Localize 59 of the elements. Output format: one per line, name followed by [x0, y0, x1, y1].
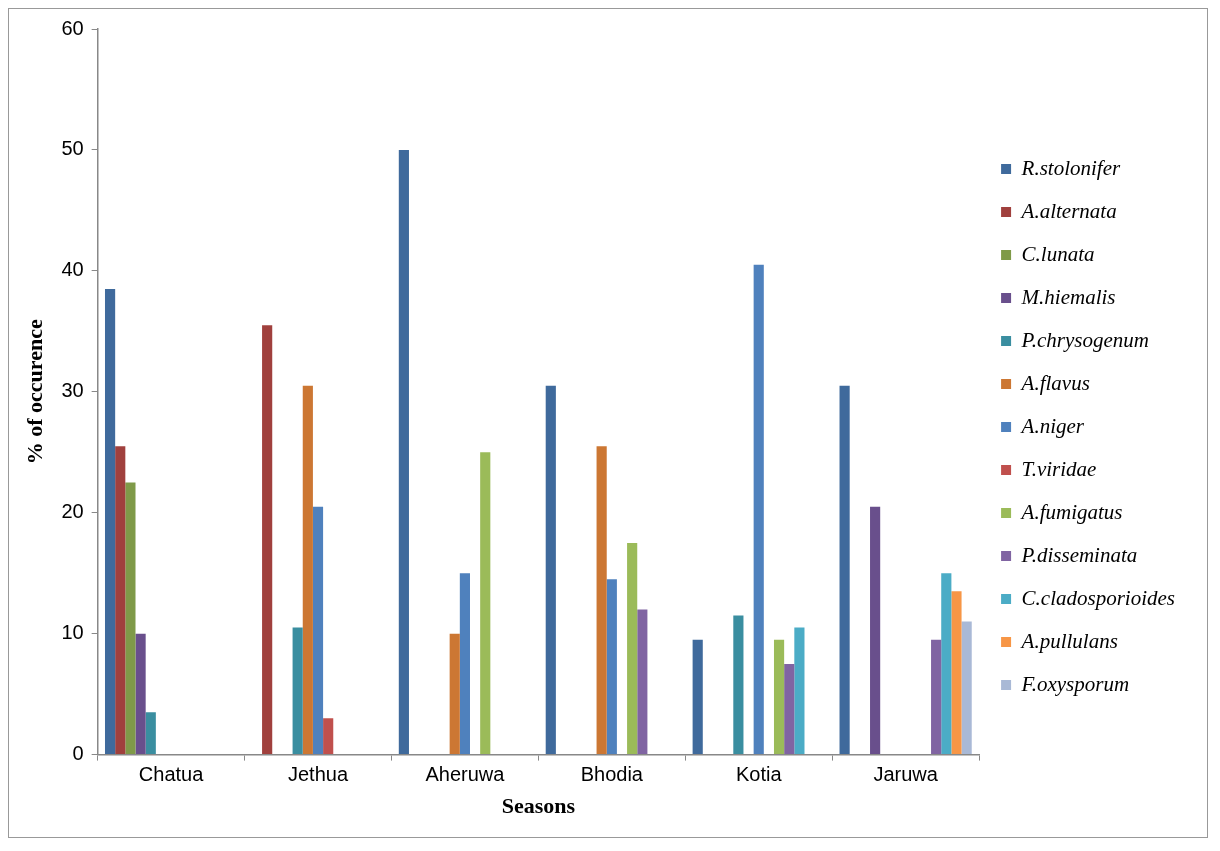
- bar: [449, 633, 460, 755]
- x-axis-title: Seasons: [501, 793, 576, 819]
- bar: [692, 639, 703, 755]
- legend-label: C.cladosporioides: [1021, 585, 1175, 610]
- legend-label: C.lunata: [1021, 241, 1095, 266]
- legend-label: P.disseminata: [1020, 542, 1138, 567]
- bar: [951, 591, 962, 755]
- bar: [398, 149, 409, 755]
- legend-label: A.niger: [1019, 413, 1085, 438]
- bar: [125, 482, 136, 755]
- y-axis-title: % of occurence: [21, 319, 47, 465]
- bar: [784, 663, 795, 755]
- legend-label: A.fumigatus: [1019, 499, 1123, 524]
- bar: [459, 573, 470, 755]
- legend-label: A.pullulans: [1019, 628, 1118, 653]
- x-tick-label: Aheruwa: [425, 763, 506, 786]
- bar: [135, 633, 146, 755]
- legend-label: M.hiemalis: [1020, 284, 1116, 309]
- bar: [145, 712, 156, 755]
- y-tick-label: 30: [61, 379, 84, 402]
- bar: [596, 446, 607, 755]
- bar: [941, 573, 952, 755]
- bar: [262, 325, 273, 755]
- bar: [292, 627, 303, 755]
- y-tick-label: 40: [61, 258, 84, 281]
- legend-label: R.stolonifer: [1020, 155, 1121, 180]
- y-tick-label: 10: [61, 621, 84, 644]
- bar: [753, 264, 764, 755]
- bar: [302, 385, 313, 755]
- bar: [312, 506, 324, 755]
- bar: [104, 289, 116, 755]
- bar: [733, 615, 744, 755]
- bar: [323, 718, 334, 755]
- legend-label: A.flavus: [1019, 370, 1090, 395]
- bar: [606, 579, 617, 755]
- legend-label: P.chrysogenum: [1020, 327, 1149, 352]
- bar: [545, 385, 556, 755]
- bar: [115, 446, 126, 755]
- bar: [870, 506, 881, 755]
- bar: [961, 621, 972, 755]
- bar: [480, 452, 491, 755]
- bar: [637, 609, 648, 755]
- legend-label: A.alternata: [1019, 198, 1117, 223]
- x-tick-label: Chatua: [138, 763, 205, 786]
- x-tick-label: Kotia: [735, 763, 783, 786]
- y-tick-label: 0: [72, 742, 84, 765]
- y-tick-label: 60: [61, 16, 84, 39]
- legend-label: F.oxysporum: [1020, 671, 1130, 696]
- y-tick-label: 20: [61, 500, 84, 523]
- bar: [794, 627, 805, 755]
- x-tick-label: Bhodia: [580, 763, 644, 786]
- bar: [931, 639, 942, 755]
- x-tick-label: Jaruwa: [873, 763, 939, 786]
- x-tick-label: Jethua: [287, 763, 349, 786]
- bar: [627, 542, 638, 755]
- y-tick-label: 50: [61, 137, 84, 160]
- bar: [839, 385, 850, 755]
- bar: [773, 639, 785, 755]
- legend-label: T.viridae: [1021, 456, 1097, 481]
